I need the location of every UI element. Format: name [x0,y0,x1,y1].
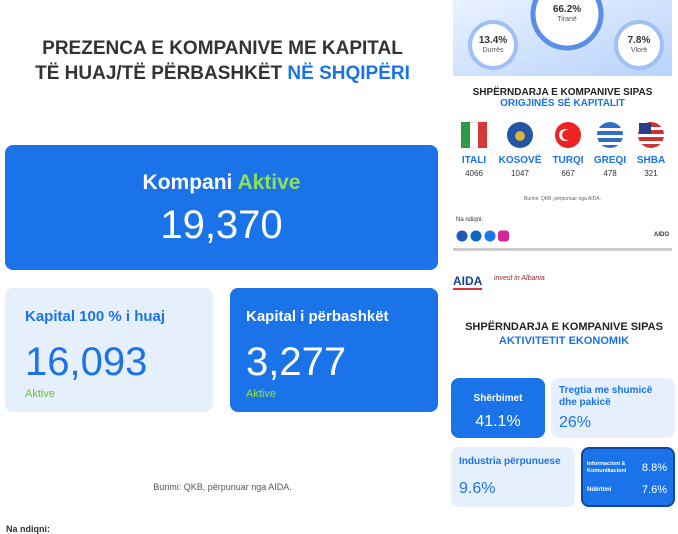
title-highlight: NË SHQIPËRI [287,63,410,84]
sector-tile: Tregtia me shumicë dhe pakicë 26% [551,378,675,438]
sector-value: 41.1% [475,413,521,430]
origin-panel: 13.4% Durrës 66.2% Tiranë 7.8% Vlorë SHPËRNDA… [453,0,672,251]
country-value: 1047 [511,169,529,178]
card-label: Kapital i përbashkët [246,308,389,325]
card-note: Aktive [246,388,276,400]
sector-value: 8.8% [641,462,667,474]
country-name: ITALI [461,155,487,166]
source: Burimi: QKB, përpunuar nga AIDA. [153,482,292,492]
country-value: 4066 [465,169,483,178]
country-value: 478 [603,169,617,178]
sector-value: 26% [559,414,592,431]
joint-card: Kapital i përbashkët 3,277 Aktive [230,288,438,412]
title-line: TË HUAJ/TË PËRBASHKËT NË SHQIPËRI [0,61,445,86]
active-card: Kompani Aktive 19,370 [5,145,438,270]
city-value: 13.4% [478,35,508,46]
city-name: Vlorë [630,47,648,54]
sector-tile: Shërbimet 41.1% [451,378,545,438]
sector-value: 9.6% [459,480,496,497]
sector-name: Shërbimet [473,393,523,404]
city-name: Durrës [482,47,504,54]
sector-name: Tregtia me shumicë dhe pakicë [559,385,653,408]
sector-name: Informacioni & Komunikacioni [587,461,627,474]
country-name: SHBA [636,155,666,166]
brand: AIDO [654,232,669,238]
country-name: GREQI [593,155,627,166]
card-value: 3,277 [246,340,347,384]
sector-value: 7.6% [641,484,667,496]
follow-label: Na ndiqni: [456,217,484,223]
city-value: 66.2% [552,4,582,15]
title-line: PREZENCA E KOMPANIVE ME KAPITAL [42,38,403,59]
panel-subtitle: AKTIVITETIT EKONOMIK [498,335,630,347]
sector-tile: Industria përpunuese 9.6% [451,447,575,507]
tagline: invest in Albania [494,275,545,282]
city-name: Tiranë [557,16,577,23]
activity-panel: AIDA invest in Albania SHPËRNDARJA E KOM… [450,268,678,532]
foreign-card: Kapital 100 % i huaj 16,093 Aktive [5,288,213,412]
card-value: 16,093 [25,340,148,384]
panel-subtitle: ORIGJINËS SË KAPITALIT [500,98,625,109]
sector-name: Industria përpunuese [459,456,561,467]
title-text: TË HUAJ/TË PËRBASHKËT [35,63,283,84]
follow-label: Na ndiqni: [6,524,50,534]
card-value: 19,370 [160,203,283,247]
city-value: 7.8% [627,35,651,46]
social-icons [456,230,509,242]
card-label-highlight: Aktive [237,171,301,194]
source: Burimi: QKB, përpunuar nga AIDA. [524,196,601,202]
country-name: KOSOVË [498,155,542,166]
card-label: Kompani [142,171,233,194]
card-note: Aktive [25,388,55,400]
sector-name: Ndërtimi [587,487,612,493]
card-label: Kapital 100 % i huaj [25,308,166,325]
flags [460,121,664,149]
panel-title: SHPËRNDARJA E KOMPANIVE SIPAS [465,321,663,333]
panel-title: SHPËRNDARJA E KOMPANIVE SIPAS [472,87,653,98]
sector-tile: Informacioni & Komunikacioni 8.8% Ndërti… [581,447,675,507]
country-name: TURQI [552,155,584,166]
cities-graphic [453,0,672,76]
country-value: 667 [561,169,575,178]
main-title: PREZENCA E KOMPANIVE ME KAPITAL TË HUAJ/… [0,36,445,86]
country-value: 321 [644,169,658,178]
logo: AIDA [453,274,483,290]
